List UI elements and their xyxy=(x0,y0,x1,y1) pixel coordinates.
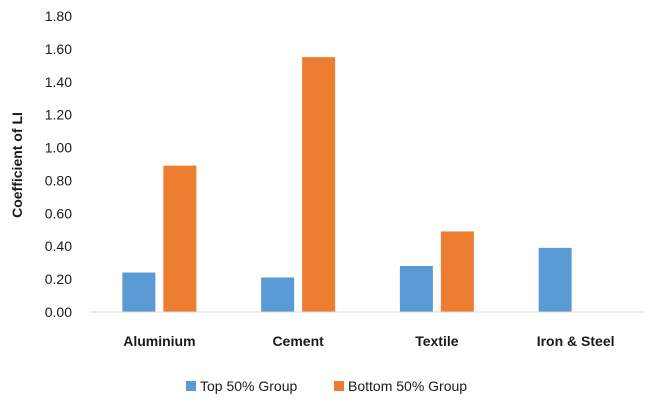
y-tick-label: 0.40 xyxy=(45,238,72,254)
bar-aluminium-top-50 xyxy=(122,272,156,312)
category-label: Aluminium xyxy=(123,333,195,349)
category-label: Textile xyxy=(415,333,459,349)
y-tick-label: 0.60 xyxy=(45,205,72,221)
legend-swatch xyxy=(186,381,196,391)
y-tick-label: 1.80 xyxy=(45,8,72,24)
y-axis-label: Coefficient of LI xyxy=(9,112,25,218)
bar-textile-bottom-50 xyxy=(440,231,474,312)
bar-aluminium-bottom-50 xyxy=(163,165,197,312)
legend: Top 50% Group Bottom 50% Group xyxy=(186,378,467,394)
category-label: Iron & Steel xyxy=(537,333,615,349)
y-tick-label: 1.20 xyxy=(45,107,72,123)
legend-label: Bottom 50% Group xyxy=(348,378,467,394)
legend-label: Top 50% Group xyxy=(200,378,297,394)
bar-textile-top-50 xyxy=(399,265,433,312)
y-tick-label: 0.00 xyxy=(45,304,72,320)
bars-group xyxy=(122,57,572,312)
y-tick-label: 1.00 xyxy=(45,140,72,156)
legend-swatch xyxy=(334,381,344,391)
y-axis: 0.00 0.20 0.40 0.60 0.80 1.00 1.20 1.40 1.60 1.80 xyxy=(45,8,72,320)
y-tick-label: 1.60 xyxy=(45,41,72,57)
y-tick-label: 0.20 xyxy=(45,271,72,287)
category-label: Cement xyxy=(272,333,324,349)
bar-iron-steel-top-50 xyxy=(538,247,572,312)
y-tick-label: 0.80 xyxy=(45,172,72,188)
y-tick-label: 1.40 xyxy=(45,74,72,90)
x-axis: Aluminium Cement Textile Iron & Steel xyxy=(90,311,645,349)
bar-cement-top-50 xyxy=(261,277,295,312)
bar-cement-bottom-50 xyxy=(302,57,336,312)
